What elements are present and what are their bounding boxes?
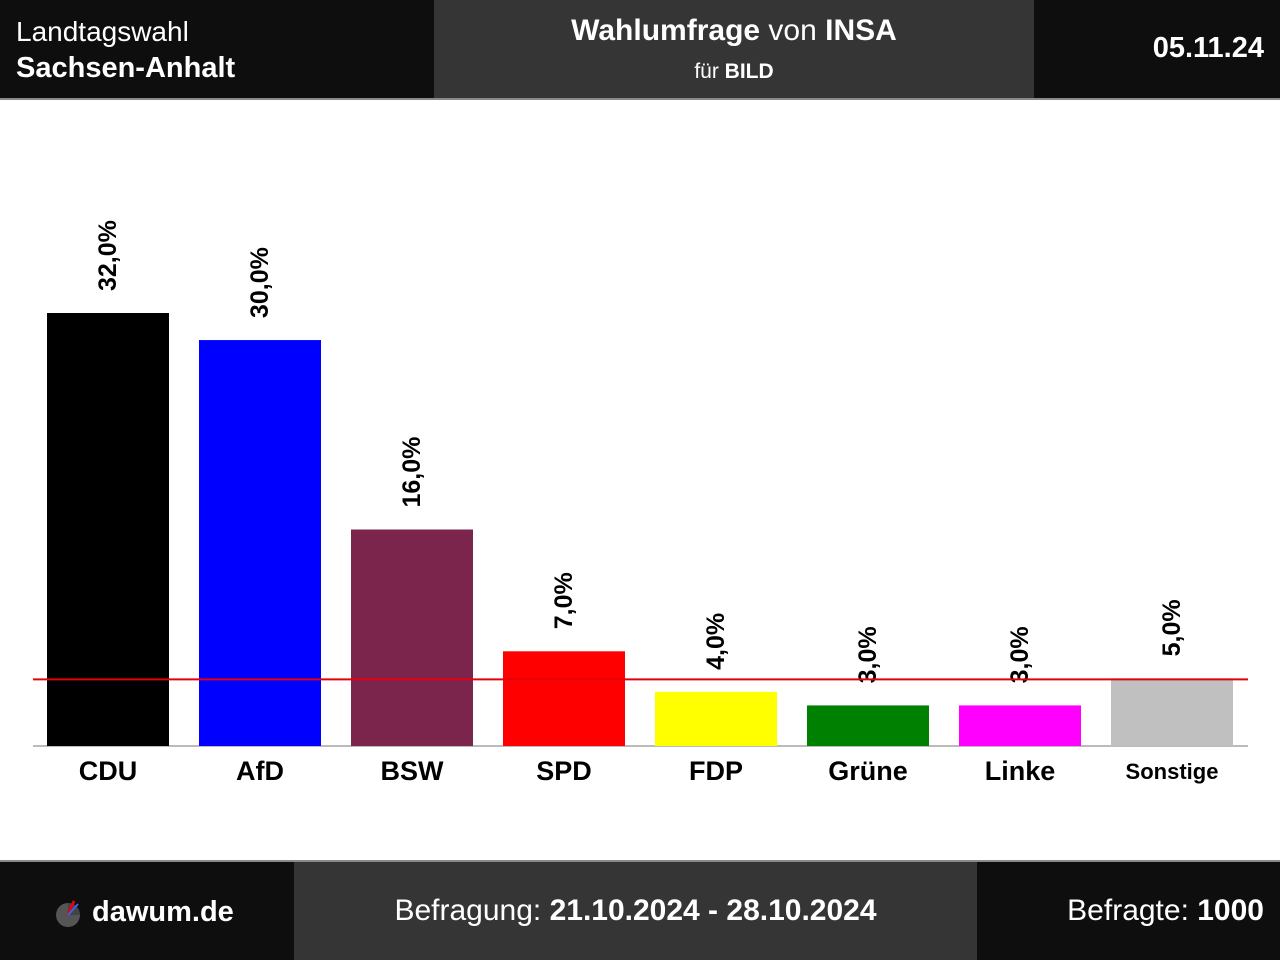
category-label-spd: SPD: [536, 756, 592, 786]
category-label-afd: AfD: [236, 756, 284, 786]
bar-spd: [503, 651, 625, 746]
respondents-label: Befragte:: [1067, 894, 1198, 927]
header-bar: Landtagswahl Sachsen-Anhalt Wahlumfrage …: [0, 0, 1280, 100]
category-label-cdu: CDU: [79, 756, 138, 786]
bar-fdp: [655, 691, 777, 746]
election-type: Landtagswahl: [16, 16, 189, 47]
header-divider: [0, 98, 1280, 100]
category-label-linke: Linke: [985, 756, 1056, 786]
bar-chart: 32,0% CDU 30,0% AfD 16,0% BSW 7,0% SPD 4,0% FDP 3,…: [33, 220, 1248, 786]
brand-name: dawum.de: [92, 896, 234, 928]
poll-client: BILD: [724, 60, 774, 83]
poll-title-strong: Wahlumfrage: [571, 14, 761, 47]
poll-subtitle: für BILD: [434, 60, 1034, 84]
value-label-gruene: 3,0%: [854, 626, 882, 683]
footer-center-panel: [294, 862, 977, 960]
respondents-count: 1000: [1197, 894, 1264, 927]
value-label-sonstige: 5,0%: [1158, 599, 1186, 656]
footer-divider: [0, 860, 1280, 862]
survey-period: Befragung: 21.10.2024 - 28.10.2024: [294, 894, 977, 928]
survey-dates: 21.10.2024 - 28.10.2024: [549, 894, 877, 927]
poll-institute: INSA: [825, 14, 897, 47]
brand-link[interactable]: dawum.de: [54, 896, 234, 929]
category-label-gruene: Grüne: [828, 756, 908, 786]
bar-sonstige: [1111, 678, 1233, 746]
bar-linke: [959, 705, 1081, 746]
category-label-sonstige: Sonstige: [1126, 759, 1219, 784]
bar-afd: [199, 340, 321, 746]
dawum-logo-icon: [56, 899, 80, 927]
value-label-bsw: 16,0%: [398, 437, 426, 508]
respondents: Befragte: 1000: [1067, 894, 1264, 928]
survey-label: Befragung:: [394, 894, 550, 927]
category-label-fdp: FDP: [689, 756, 743, 786]
poll-date: 05.11.24: [1152, 32, 1264, 64]
election-state: Sachsen-Anhalt: [16, 52, 236, 84]
poll-title-von: von: [760, 14, 826, 47]
poll-title: Wahlumfrage von INSA: [434, 14, 1034, 48]
header-center-panel: [434, 0, 1034, 98]
value-label-fdp: 4,0%: [702, 613, 730, 670]
value-label-spd: 7,0%: [550, 572, 578, 629]
value-label-linke: 3,0%: [1006, 626, 1034, 683]
bar-bsw: [351, 529, 473, 746]
poll-subtitle-fuer: für: [694, 60, 725, 83]
bar-gruene: [807, 705, 929, 746]
footer-bar: dawum.de Befragung: 21.10.2024 - 28.10.2…: [0, 860, 1280, 960]
value-label-cdu: 32,0%: [94, 220, 122, 291]
value-label-afd: 30,0%: [246, 247, 274, 318]
category-label-bsw: BSW: [381, 756, 445, 786]
bar-cdu: [47, 313, 169, 746]
